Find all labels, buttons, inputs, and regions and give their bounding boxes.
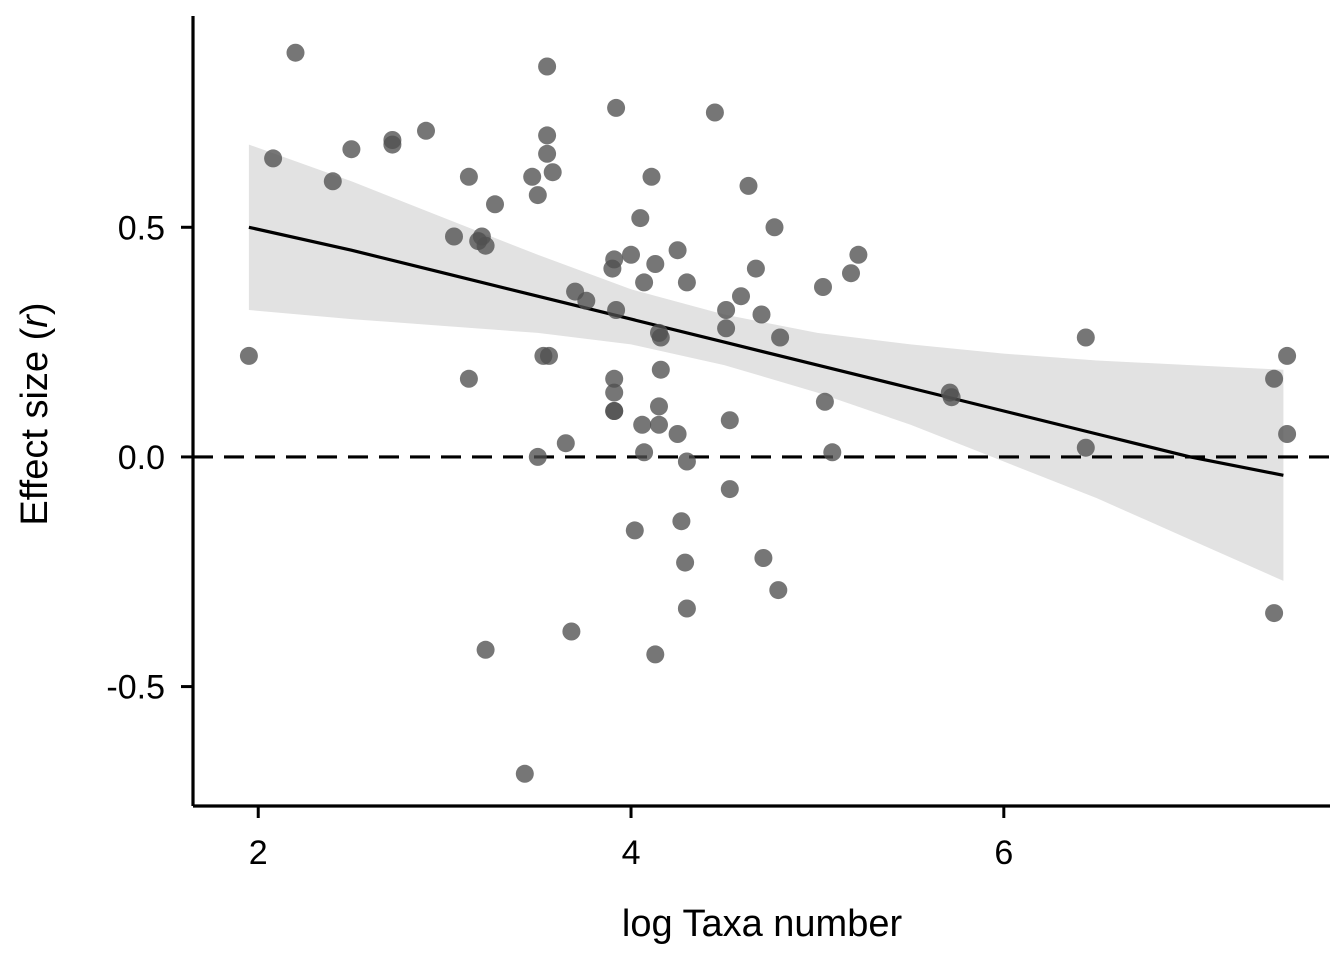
data-point (635, 443, 654, 462)
data-point (705, 103, 724, 122)
regression-line (248, 225, 1284, 477)
data-point (739, 176, 758, 195)
data-point (323, 172, 342, 191)
y-tick-label: 0.0 (118, 439, 165, 477)
data-point (765, 218, 784, 237)
y-axis-title: Effect size (r) (14, 302, 56, 525)
y-axis-title-variable: r (14, 314, 56, 328)
data-point (445, 227, 463, 246)
x-tick-label: 6 (994, 834, 1013, 872)
y-axis-title-prefix: Effect size ( (14, 327, 56, 525)
data-point (515, 764, 534, 783)
data-point (720, 480, 739, 499)
data-point (622, 245, 640, 264)
x-tick-label: 2 (249, 834, 268, 872)
data-point (633, 415, 652, 434)
data-point (676, 553, 695, 572)
data-point (650, 397, 668, 416)
scatter-points (239, 43, 1297, 783)
confidence-band-area (248, 144, 1284, 581)
data-point (646, 255, 665, 273)
y-axis-title-suffix: ) (14, 302, 56, 315)
fit-line (248, 225, 1284, 477)
data-point (650, 415, 668, 434)
data-point (677, 599, 696, 618)
data-point (607, 301, 626, 319)
data-point (239, 346, 258, 365)
data-point (538, 144, 557, 163)
data-point (523, 167, 542, 186)
data-point (1265, 604, 1284, 623)
data-point (538, 126, 557, 145)
data-point (717, 319, 736, 338)
data-point (651, 360, 670, 379)
data-point (417, 121, 435, 140)
data-point (1076, 328, 1095, 347)
data-point (732, 287, 750, 306)
x-axis-title: log Taxa number (622, 903, 903, 945)
data-point (605, 369, 624, 388)
data-point (538, 57, 557, 76)
data-point (642, 167, 661, 186)
ticks: 2 4 6 -0.5 0.0 0.5 (106, 209, 1013, 872)
data-point (842, 264, 860, 283)
data-point (672, 512, 691, 531)
data-point (668, 241, 687, 260)
data-point (1278, 346, 1297, 365)
data-point (651, 328, 670, 347)
data-point (823, 443, 842, 462)
data-point (677, 273, 696, 292)
data-point (746, 259, 765, 278)
data-point (771, 328, 790, 347)
data-point (1265, 369, 1284, 388)
y-tick-label: 0.5 (118, 209, 165, 247)
data-point (752, 305, 771, 324)
data-point (264, 149, 283, 168)
data-point (677, 452, 696, 471)
data-point (625, 521, 644, 540)
data-point (815, 392, 834, 411)
data-point (540, 346, 558, 365)
data-point (459, 167, 478, 186)
data-point (635, 273, 654, 292)
data-point (556, 434, 575, 453)
data-point (383, 135, 402, 154)
data-point (605, 250, 624, 269)
data-point (849, 245, 868, 264)
data-point (942, 388, 961, 407)
y-tick-label: -0.5 (106, 669, 165, 707)
data-point (754, 549, 773, 567)
data-point (543, 163, 562, 182)
data-point (720, 411, 739, 430)
data-point (814, 278, 832, 296)
confidence-band (248, 144, 1284, 581)
x-tick-label: 4 (622, 834, 641, 872)
data-point (528, 186, 547, 205)
data-point (1278, 425, 1297, 443)
data-point (286, 43, 305, 62)
data-point (631, 209, 650, 228)
data-point (342, 140, 361, 159)
data-point (459, 369, 478, 388)
data-point (476, 236, 495, 255)
data-point (607, 98, 626, 117)
data-point (577, 291, 596, 310)
data-point (646, 645, 665, 664)
data-point (605, 383, 624, 402)
data-point (605, 402, 624, 420)
data-point (476, 640, 495, 659)
data-point (717, 301, 736, 319)
data-point (668, 425, 687, 443)
data-point (486, 195, 504, 214)
axes (191, 16, 1330, 808)
data-point (769, 581, 788, 600)
data-point (528, 447, 547, 466)
data-point (1076, 438, 1095, 457)
data-point (562, 622, 581, 641)
